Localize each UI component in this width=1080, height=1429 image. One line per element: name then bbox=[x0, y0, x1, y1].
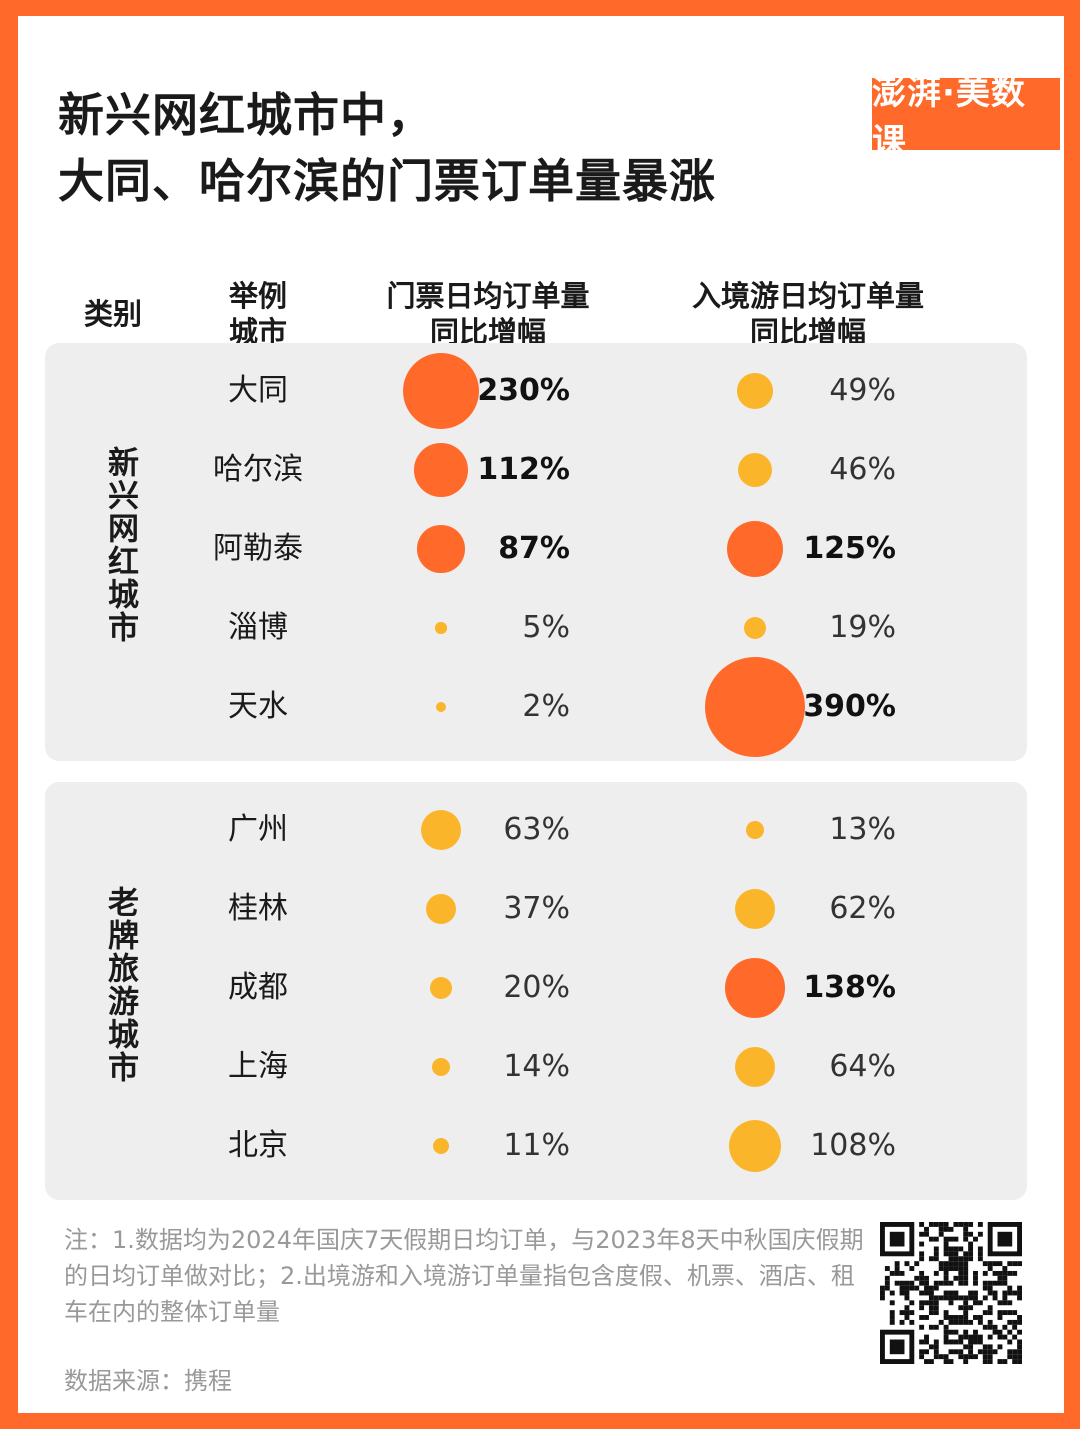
ticket-bubble bbox=[435, 622, 447, 634]
inbound-value-label: 62% bbox=[829, 891, 896, 926]
ticket-bubble bbox=[436, 702, 446, 712]
qr-code-icon bbox=[880, 1222, 1022, 1364]
inbound-value-label: 138% bbox=[803, 970, 896, 1005]
page-title: 新兴网红城市中， 大同、哈尔滨的门票订单量暴涨 bbox=[58, 82, 716, 214]
city-label: 淄博 bbox=[228, 610, 288, 645]
city-label: 北京 bbox=[228, 1128, 288, 1163]
inbound-bubble bbox=[735, 889, 775, 929]
ticket-value-label: 37% bbox=[503, 891, 570, 926]
header-category: 类别 bbox=[83, 297, 142, 331]
inbound-value-label: 46% bbox=[829, 452, 896, 487]
ticket-value-label: 63% bbox=[503, 812, 570, 847]
city-label: 成都 bbox=[228, 970, 288, 1005]
inbound-value-label: 13% bbox=[829, 812, 896, 847]
city-label: 阿勒泰 bbox=[213, 531, 303, 566]
inbound-value-label: 49% bbox=[829, 373, 896, 408]
inbound-bubble bbox=[726, 520, 784, 578]
brand-logo: 澎湃·美数课 bbox=[872, 73, 1060, 162]
ticket-bubble bbox=[420, 809, 462, 851]
inbound-bubble bbox=[745, 820, 765, 840]
header-ticket-growth: 门票日均订单量 同比增幅 bbox=[358, 278, 618, 350]
group-panel-emerging bbox=[45, 343, 1027, 761]
inbound-value-label: 390% bbox=[803, 689, 896, 724]
header-city-line-1: 举例 bbox=[228, 279, 287, 313]
inbound-value-label: 19% bbox=[829, 610, 896, 645]
ticket-value-label: 11% bbox=[503, 1128, 570, 1163]
ticket-value-label: 2% bbox=[522, 689, 570, 724]
group-label-classic: 老牌旅游城市 bbox=[102, 886, 138, 1084]
data-source: 数据来源：携程 bbox=[64, 1367, 232, 1395]
group-panel-classic bbox=[45, 782, 1027, 1200]
ticket-value-label: 87% bbox=[498, 531, 570, 566]
header-inbound-line-1: 入境游日均订单量 bbox=[691, 279, 924, 313]
ticket-value-label: 5% bbox=[522, 610, 570, 645]
ticket-value-label: 14% bbox=[503, 1049, 570, 1084]
title-line-2: 大同、哈尔滨的门票订单量暴涨 bbox=[58, 154, 716, 208]
inbound-bubble bbox=[737, 373, 773, 409]
inbound-bubble bbox=[705, 657, 805, 757]
ticket-bubble bbox=[425, 893, 457, 925]
ticket-value-label: 112% bbox=[477, 452, 570, 487]
group-label-emerging: 新兴网红城市 bbox=[102, 446, 138, 644]
header-ticket-line-1: 门票日均订单量 bbox=[386, 279, 590, 313]
ticket-bubble bbox=[431, 1057, 451, 1077]
city-label: 哈尔滨 bbox=[213, 452, 303, 487]
title-line-1: 新兴网红城市中， bbox=[58, 88, 434, 142]
inbound-bubble bbox=[743, 616, 767, 640]
card: 新兴网红城市中， 大同、哈尔滨的门票订单量暴涨 澎湃·美数课 类别 举例 城市 … bbox=[18, 16, 1064, 1413]
header-city: 举例 城市 bbox=[208, 278, 308, 350]
inbound-bubble bbox=[728, 1119, 782, 1173]
ticket-value-label: 230% bbox=[477, 373, 570, 408]
ticket-bubble bbox=[432, 1137, 450, 1155]
ticket-bubble bbox=[402, 352, 480, 430]
inbound-value-label: 108% bbox=[810, 1128, 896, 1163]
footnote: 注：1.数据均为2024年国庆7天假期日均订单，与2023年8天中秋国庆假期的日… bbox=[64, 1226, 864, 1326]
ticket-bubble bbox=[429, 976, 453, 1000]
city-label: 广州 bbox=[228, 812, 288, 847]
city-label: 大同 bbox=[228, 373, 288, 408]
inbound-value-label: 64% bbox=[829, 1049, 896, 1084]
inbound-bubble bbox=[737, 452, 773, 488]
ticket-bubble bbox=[417, 525, 465, 573]
inbound-bubble bbox=[734, 1046, 776, 1088]
city-label: 上海 bbox=[228, 1049, 288, 1084]
city-label: 桂林 bbox=[228, 891, 288, 926]
inbound-bubble bbox=[725, 958, 785, 1018]
city-label: 天水 bbox=[228, 689, 288, 724]
ticket-bubble bbox=[414, 443, 468, 497]
inbound-value-label: 125% bbox=[803, 531, 896, 566]
header-inbound-growth: 入境游日均订单量 同比增幅 bbox=[668, 278, 948, 350]
ticket-value-label: 20% bbox=[503, 970, 570, 1005]
